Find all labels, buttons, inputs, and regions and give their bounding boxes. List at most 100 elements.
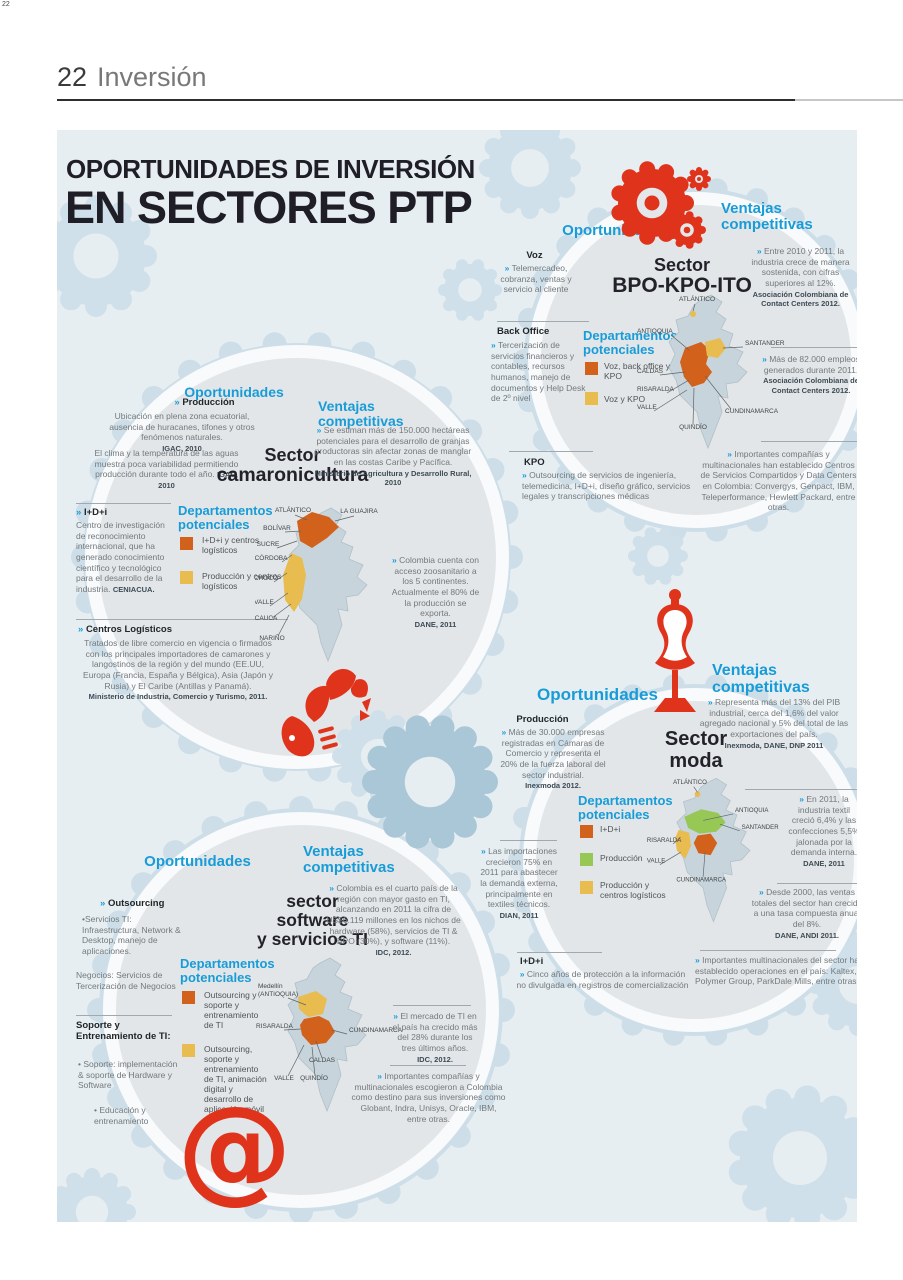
main-title-line2: EN SECTORES PTP [65,182,473,233]
header-rule-light [795,99,903,101]
software-title-line2: software [276,909,349,930]
map-label: RISARALDA [256,1023,294,1030]
text: El clima y la temperatura de las aguas m… [94,448,239,480]
source: Ministerio de Agricultura y Desarrollo R… [314,468,472,487]
text: Centros Logísticos [85,624,172,635]
map-label: QUINDÍO [300,1073,328,1082]
chevron-bullet-icon: » [316,425,322,435]
leader-line [659,852,681,865]
legend-swatch-orange [580,825,593,838]
software-advantage-2: » El mercado de TI en el país ha crecido… [390,1011,480,1064]
divider [509,451,593,452]
chevron-bullet-icon: » [759,887,764,897]
legend-label: Outsourcing, soporte y entrenamiento de … [204,1044,267,1115]
map-label: ATLÁNTICO [275,505,311,514]
bpo-advantages-heading: Ventajas competitivas [721,200,813,233]
text: Tercerización de servicios financieros y… [491,340,586,404]
leader-line [719,823,740,832]
moda-opportunity-2: » Las importaciones crecieron 75% en 201… [477,846,561,920]
source: DANE, 2011 [414,619,457,629]
chevron-bullet-icon: » [756,246,762,256]
text: El mercado de TI en el país ha crecido m… [392,1011,478,1053]
text: Ubicación en plena zona ecuatorial, ause… [109,411,255,443]
camaron-departments-heading: Departamentos potenciales [178,503,273,532]
gear-decoration [478,130,582,225]
leader-line [693,786,698,793]
leader-line [281,554,293,563]
map-label: SANTANDER [742,824,780,831]
text: Importantes compañías y multinacionales … [700,449,857,513]
software-outsourcing-title: » Outsourcing [100,898,164,910]
bpo-voz-title: Voz [526,250,543,261]
leader-line [702,852,706,877]
gear-decoration [437,257,503,328]
software-title-line3: y servicios TI [257,928,368,949]
map-label: CÓRDOBA [255,553,288,562]
legend-label: Producción [600,853,643,863]
bpo-backoffice-title: Back Office [497,326,550,337]
leader-line [294,514,308,521]
camaron-produccion-title: » Producción [147,397,262,409]
software-opportunities-heading: Oportunidades [144,853,251,870]
leader-line [672,837,681,845]
camaron-colombia-map: ATLÁNTICO LA GUAJIRA BOLÍVAR SUCRE CÓRDO… [255,505,378,663]
map-label: SANTANDER [745,340,785,347]
bpo-colombia-map: ATLÁNTICO ANTIOQUIA SANTANDER CALDAS RIS… [637,294,785,450]
leader-line [311,1046,316,1077]
software-title-line1: sector [286,891,339,911]
legend-swatch-yellow [580,881,593,894]
map-label: ATLÁNTICO [679,294,715,303]
divider [76,619,288,620]
chevron-bullet-icon: » [174,397,180,408]
chevron-bullet-icon: » [762,354,767,364]
bpo-voz-text: » Telemercadeo, cobranza, ventas y servi… [491,263,581,295]
map-label: Medellín [258,983,283,990]
software-advantages-heading: Ventajas competitivas [303,843,395,876]
map-label: ANTIOQUIA [637,328,673,335]
software-advantage-1: » Colombia es el cuarto país de la regió… [326,883,461,957]
divider [390,1065,466,1066]
legend-swatch-yellow [182,1044,195,1057]
map-label: CALDAS [637,368,664,375]
gear-decoration [726,1084,857,1222]
chevron-bullet-icon: » [707,697,713,707]
leader-line [704,375,732,410]
section-name: Inversión [97,62,207,92]
map-label: CUNDINAMARCA [349,1027,403,1034]
gear-decoration [361,713,499,856]
text: Colombia es el cuarto país de la región … [326,883,461,947]
legend-swatch-green [580,853,593,866]
map-label: SUCRE [257,541,280,548]
bpo-section-title: Sector BPO-KPO-ITO [602,255,762,298]
dept-region-orange [693,833,718,856]
camaron-opportunity-1: Ubicación en plena zona ecuatorial, ause… [102,411,262,453]
legend-label: Voz, back office y KPO [604,361,670,382]
bpo-title-line1: Sector [653,255,711,275]
legend-swatch-orange [180,537,193,550]
moda-opportunities-heading: Oportunidades [537,685,658,704]
leader-line [271,603,292,619]
divider [517,952,602,953]
source: Asociación Colombiana de Contact Centers… [763,376,857,395]
text: Desde 2000, las ventas totales del secto… [751,887,857,929]
map-label: (ANTIOQUIA) [258,991,298,998]
divider [393,1005,471,1006]
leader-line [277,614,290,637]
dept-region-yellow [705,338,726,358]
divider [76,503,171,504]
text: En 2011, la industria textil creció 6,4%… [788,794,857,858]
text: Colombia cuenta con acceso zoosanitario … [391,555,480,619]
moda-produccion-title: Producción [516,714,569,725]
software-opportunity-4: • Educación y entrenamiento [94,1105,149,1126]
text: Tratados de libre comercio en vigencia o… [83,638,273,691]
leader-line [315,1040,323,1059]
leader-line [287,997,307,1006]
divider [745,789,857,790]
leader-line [273,572,288,583]
leader-line [276,540,298,549]
legend-swatch-orange [182,991,195,1004]
camaron-section-title: Sector camaronicultura [205,445,380,486]
software-departments-heading: Departamentos potenciales [180,956,275,985]
camaron-idi-title: » I+D+i [76,507,107,519]
